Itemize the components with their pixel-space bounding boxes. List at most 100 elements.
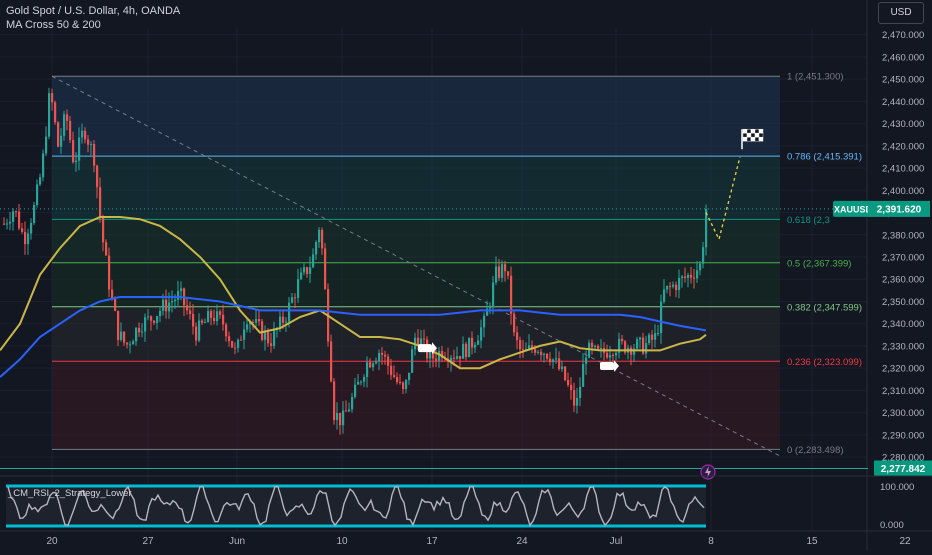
y-tick-label: 2,460.000: [882, 52, 924, 63]
candle-body: [315, 242, 318, 255]
candle-body: [138, 327, 141, 333]
candle-body: [381, 352, 384, 355]
candle-body: [234, 347, 237, 349]
flag-icon: [754, 128, 760, 134]
indicator-label: MA Cross 50 & 200: [6, 19, 101, 31]
candle-body: [150, 316, 153, 321]
candle-body: [102, 216, 105, 243]
candle-body: [303, 267, 306, 273]
candle-body: [618, 338, 621, 353]
symbol-tag-text: XAUUSD: [834, 204, 873, 214]
candle-body: [642, 337, 645, 354]
candle-body: [387, 356, 390, 366]
candle-body: [90, 144, 93, 146]
ma50-line[interactable]: [0, 216, 707, 370]
candle-body: [600, 348, 603, 350]
candle-body: [21, 228, 24, 232]
candle-body: [126, 342, 129, 345]
candle-body: [666, 285, 669, 290]
fib-level-label: 0.382 (2,347.599): [787, 302, 862, 313]
candle-body: [432, 352, 435, 359]
candle-body: [99, 187, 102, 217]
y-tick-label: 2,420.000: [882, 141, 924, 152]
arrow-marker-icon[interactable]: [418, 344, 432, 353]
y-tick-label: 2,290.000: [882, 430, 924, 441]
projection-path[interactable]: [705, 156, 741, 242]
candle-body: [393, 375, 396, 378]
candle-body: [549, 358, 552, 363]
candle-body: [147, 316, 150, 318]
candle-body: [306, 267, 309, 274]
x-tick-label: 10: [336, 536, 348, 547]
ma200-line[interactable]: [0, 296, 707, 378]
candle-body: [660, 301, 663, 334]
currency-button[interactable]: USD: [878, 2, 924, 24]
candle-body: [174, 299, 177, 302]
candle-body: [225, 324, 228, 337]
candle-body: [222, 314, 225, 325]
candle-body: [333, 381, 336, 420]
symbol-tag: [833, 200, 873, 217]
candle-body: [543, 353, 546, 356]
candle-body: [75, 160, 78, 163]
candle-body: [42, 153, 45, 178]
candle-body: [204, 322, 207, 324]
candle-body: [510, 275, 513, 314]
candle-body: [528, 345, 531, 349]
candle-body: [45, 136, 48, 154]
candle-body: [192, 313, 195, 327]
candle-body: [249, 322, 252, 325]
candle-body: [390, 365, 393, 376]
candle-body: [375, 361, 378, 364]
y-tick-label: 2,310.000: [882, 386, 924, 397]
candle-body: [210, 311, 213, 318]
candle-body: [558, 358, 561, 370]
candle-body: [324, 248, 327, 289]
chart-title: Gold Spot / U.S. Dollar, 4h, OANDA: [6, 5, 181, 17]
candle-body: [195, 326, 198, 341]
fib-zone: [52, 361, 780, 450]
candle-body: [24, 231, 27, 245]
candle-body: [495, 266, 498, 283]
candle-body: [117, 310, 120, 341]
candle-body: [132, 341, 135, 345]
candle-body: [468, 337, 471, 358]
candle-body: [438, 351, 441, 361]
candle-body: [9, 221, 12, 224]
y-tick-label: 2,430.000: [882, 119, 924, 130]
candle-body: [300, 272, 303, 280]
candle-body: [594, 345, 597, 348]
candle-body: [684, 276, 687, 278]
candle-body: [573, 390, 576, 406]
arrow-marker-icon[interactable]: [600, 361, 614, 370]
candle-body: [579, 386, 582, 398]
candle-body: [96, 165, 99, 188]
candle-body: [87, 139, 90, 145]
candle-body: [537, 351, 540, 353]
candle-body: [18, 211, 21, 229]
candle-body: [504, 264, 507, 272]
fib-zone: [52, 219, 780, 263]
y-tick-label: 2,380.000: [882, 230, 924, 241]
candle-body: [108, 255, 111, 290]
x-tick-label: 8: [708, 536, 714, 547]
candle-body: [54, 102, 57, 123]
candle-body: [120, 331, 123, 341]
y-tick-label: 2,450.000: [882, 75, 924, 86]
last-price-tag: [868, 200, 930, 217]
candle-body: [51, 93, 54, 103]
x-tick-label: 17: [426, 536, 438, 547]
secondary-price-tag: [874, 460, 932, 477]
x-tick-label: 24: [516, 536, 528, 547]
candle-body: [702, 247, 705, 264]
candle-body: [351, 396, 354, 410]
candle-body: [576, 397, 579, 406]
candle-body: [297, 279, 300, 298]
arrow-marker-icon-tip: [432, 342, 437, 355]
candle-body: [492, 282, 495, 306]
y-tick-label: 2,400.000: [882, 186, 924, 197]
rsi-line[interactable]: [7, 485, 705, 527]
fib-trend-line[interactable]: [51, 75, 781, 457]
